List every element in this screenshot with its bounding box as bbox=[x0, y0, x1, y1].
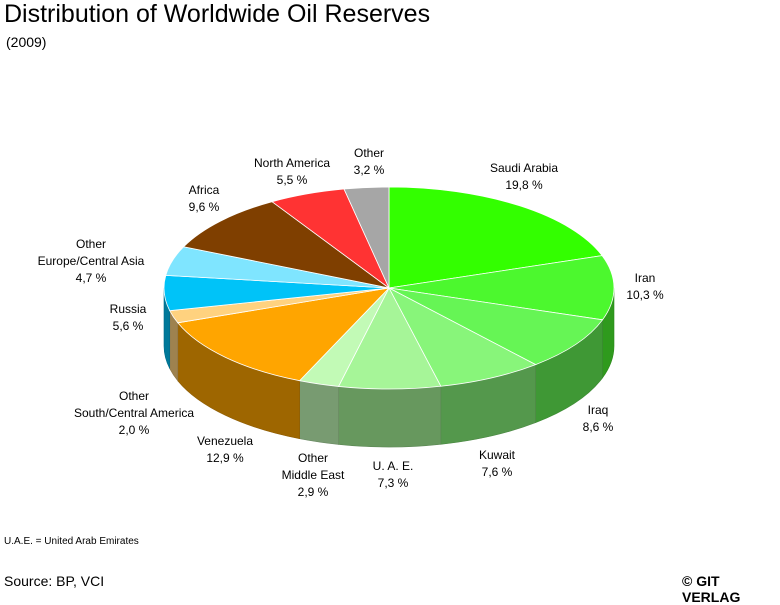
slice-label-4: U. A. E. bbox=[373, 459, 414, 473]
slice-label-0: Saudi Arabia bbox=[490, 161, 558, 175]
pie-slice-1 bbox=[388, 255, 615, 321]
slice-label-12: Other bbox=[354, 146, 384, 160]
slice-label-9-line0: Other bbox=[76, 237, 106, 251]
copyright-note: © GIT VERLAG bbox=[682, 573, 741, 605]
slice-label-6: Venezuela bbox=[197, 434, 253, 448]
slice-label-7-line1: South/Central America bbox=[74, 406, 194, 420]
slice-label-1: Iran bbox=[635, 271, 656, 285]
pie-tops bbox=[163, 186, 615, 390]
slice-value-5: 2,9 % bbox=[298, 485, 329, 499]
pie-slice-12 bbox=[343, 186, 390, 289]
slice-value-0: 19,8 % bbox=[505, 178, 543, 192]
chart-title: Distribution of Worldwide Oil Reserves bbox=[4, 0, 431, 28]
pie-slice-10 bbox=[182, 201, 390, 289]
slice-value-4: 7,3 % bbox=[378, 476, 409, 490]
pie-sides bbox=[163, 287, 615, 448]
slice-label-10: Africa bbox=[189, 183, 220, 197]
slice-label-8: Russia bbox=[110, 302, 147, 316]
source-note: Source: BP, VCI bbox=[4, 573, 105, 589]
slice-value-3: 7,6 % bbox=[482, 465, 513, 479]
slice-value-1: 10,3 % bbox=[626, 288, 664, 302]
slice-value-11: 5,5 % bbox=[277, 173, 308, 187]
slice-label-2: Iraq bbox=[588, 403, 609, 417]
footnote: U.A.E. = United Arab Emirates bbox=[4, 536, 139, 547]
slice-label-9-line1: Europe/Central Asia bbox=[38, 254, 145, 268]
slice-value-7: 2,0 % bbox=[119, 423, 150, 437]
slice-value-8: 5,6 % bbox=[113, 319, 144, 333]
pie-slice-0 bbox=[388, 186, 603, 289]
slice-value-9: 4,7 % bbox=[76, 271, 107, 285]
pie-slice-4 bbox=[337, 287, 442, 390]
pie-labels: Saudi Arabia 19,8 % Iran 10,3 % Iraq 8,6 % Kuw… bbox=[38, 146, 664, 499]
slice-label-11: North America bbox=[254, 156, 330, 170]
slice-label-5-line1: Middle East bbox=[282, 468, 345, 482]
pie-slice-2 bbox=[388, 287, 604, 366]
slice-value-6: 12,9 % bbox=[206, 451, 244, 465]
pie-slice-6 bbox=[177, 287, 391, 382]
pie-side-4 bbox=[338, 385, 442, 448]
slice-label-7-line0: Other bbox=[119, 389, 149, 403]
slice-label-3: Kuwait bbox=[479, 448, 516, 462]
pie-side-5 bbox=[299, 380, 339, 445]
slice-label-5-line0: Other bbox=[298, 451, 328, 465]
slice-value-10: 9,6 % bbox=[189, 200, 220, 214]
slice-value-12: 3,2 % bbox=[354, 163, 385, 177]
pie-slice-3 bbox=[388, 287, 537, 387]
chart-subtitle: (2009) bbox=[6, 34, 47, 50]
slice-value-2: 8,6 % bbox=[583, 420, 614, 434]
